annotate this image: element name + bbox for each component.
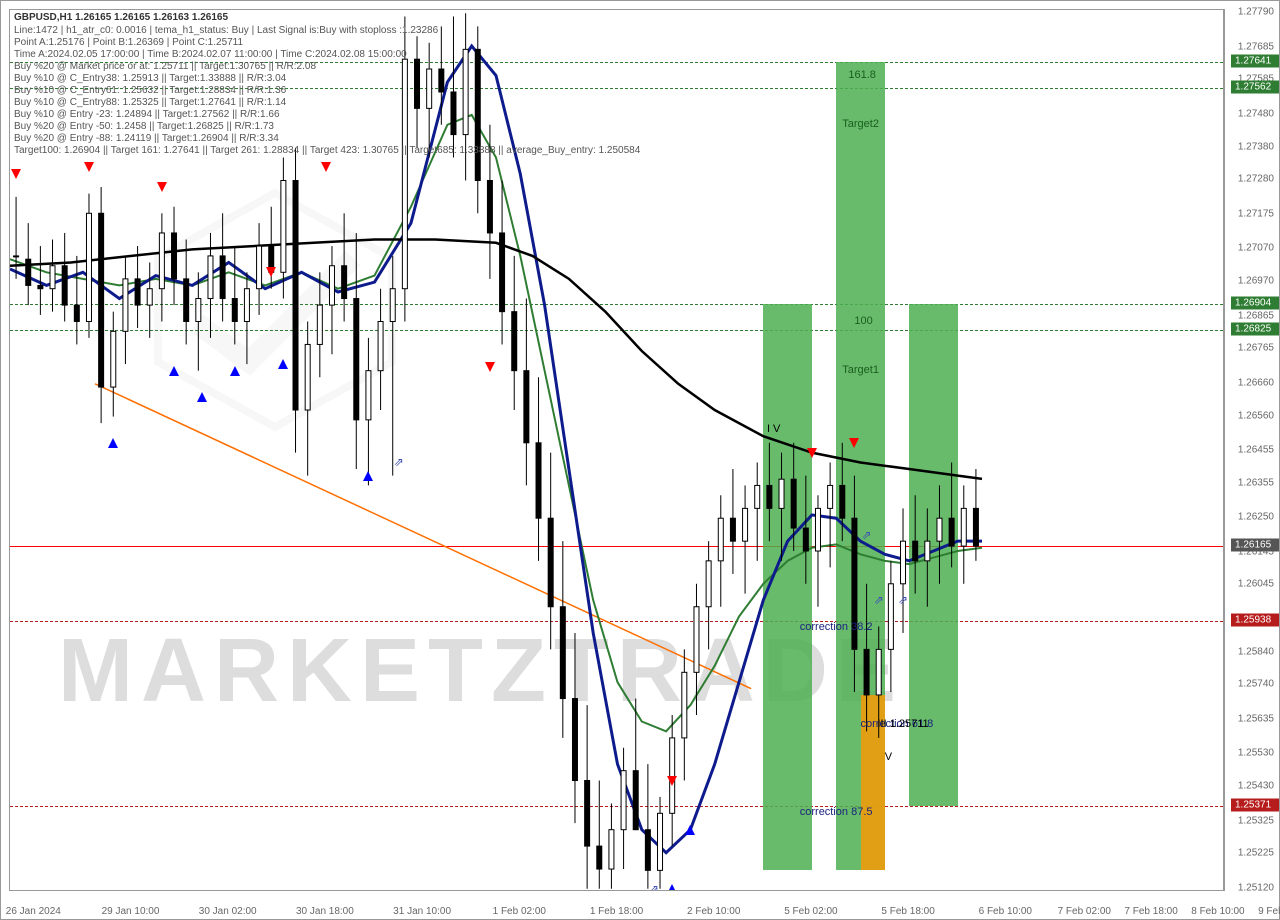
info-line: Line:1472 | h1_atr_c0: 0.0016 | tema_h1_… [14, 25, 438, 36]
price-label: 1.25371 [1231, 799, 1279, 812]
price-tick: 1.27280 [1238, 174, 1274, 185]
arrow-down-icon [485, 362, 495, 372]
price-tick: 1.25120 [1238, 882, 1274, 893]
price-tick: 1.26045 [1238, 579, 1274, 590]
chart-annotation: correction 87.5 [800, 806, 873, 818]
price-label: 1.26165 [1231, 539, 1279, 552]
time-tick: 5 Feb 18:00 [881, 906, 934, 917]
price-tick: 1.26970 [1238, 276, 1274, 287]
arrow-down-icon [266, 267, 276, 277]
info-line: Buy %20 @ Market price or at: 1.25711 ||… [14, 61, 316, 72]
time-tick: 26 Jan 2024 [6, 906, 61, 917]
time-tick: 30 Jan 18:00 [296, 906, 354, 917]
price-tick: 1.26355 [1238, 477, 1274, 488]
info-line: Buy %20 @ Entry -88: 1.24119 || Target:1… [14, 133, 279, 144]
info-line: Target100: 1.26904 || Target 161: 1.2764… [14, 145, 640, 156]
time-tick: 2 Feb 10:00 [687, 906, 740, 917]
price-tick: 1.25225 [1238, 848, 1274, 859]
chart-annotation: 100 [854, 315, 872, 327]
time-tick: 7 Feb 18:00 [1124, 906, 1177, 917]
price-tick: 1.27070 [1238, 243, 1274, 254]
arrow-up-outline-icon: ⇗ [874, 593, 884, 607]
arrow-down-icon [849, 438, 859, 448]
price-label: 1.26904 [1231, 296, 1279, 309]
chart-annotation: 161.8 [848, 69, 876, 81]
time-tick: 5 Feb 02:00 [784, 906, 837, 917]
chart-annotation: I V [767, 423, 780, 435]
chart-annotation: correction 38.2 [800, 621, 873, 633]
info-line: Buy %10 @ Entry -23: 1.24894 || Target:1… [14, 109, 280, 120]
price-tick: 1.26455 [1238, 445, 1274, 456]
chart-annotation: Target1 [842, 364, 879, 376]
info-line: Buy %10 @ C_Entry61: 1.25632 || Target:1… [14, 85, 286, 96]
time-tick: 8 Feb 10:00 [1191, 906, 1244, 917]
info-line: Buy %10 @ C_Entry88: 1.25325 || Target:1… [14, 97, 286, 108]
arrow-down-icon [667, 776, 677, 786]
info-line: Buy %20 @ Entry -50: 1.2458 || Target:1.… [14, 121, 274, 132]
chart-container: MARKETZTRADE ⇗⇗⇗⇗⇗⇗161.8Target2100Target… [0, 0, 1280, 920]
time-axis: 26 Jan 2024 29 Jan 10:00 30 Jan 02:00 30 Ja… [9, 901, 1224, 919]
symbol-header: GBPUSD,H1 1.26165 1.26165 1.26163 1.2616… [14, 12, 228, 23]
time-tick: 9 Feb 02:00 [1258, 906, 1280, 917]
arrow-down-icon [807, 448, 817, 458]
price-tick: 1.25740 [1238, 679, 1274, 690]
arrow-up-icon [169, 366, 179, 376]
arrow-up-icon [363, 471, 373, 481]
arrow-up-outline-icon: ⇗ [862, 528, 872, 542]
price-tick: 1.27685 [1238, 41, 1274, 52]
arrow-down-icon [84, 162, 94, 172]
arrow-up-outline-icon: ⇗ [898, 593, 908, 607]
price-tick: 1.26250 [1238, 512, 1274, 523]
time-tick: 30 Jan 02:00 [199, 906, 257, 917]
time-tick: 6 Feb 10:00 [979, 906, 1032, 917]
price-tick: 1.27480 [1238, 108, 1274, 119]
arrow-down-icon [157, 182, 167, 192]
info-line: Buy %10 @ C_Entry38: 1.25913 || Target:1… [14, 73, 286, 84]
price-label: 1.27641 [1231, 55, 1279, 68]
price-tick: 1.27790 [1238, 7, 1274, 18]
arrow-up-outline-icon: ⇗ [394, 455, 404, 469]
arrow-down-icon [321, 162, 331, 172]
time-tick: 7 Feb 02:00 [1058, 906, 1111, 917]
arrow-up-icon [197, 392, 207, 402]
arrow-up-icon [108, 438, 118, 448]
price-label: 1.25938 [1231, 613, 1279, 626]
chart-annotation: V [885, 751, 892, 763]
price-axis: 1.277901.276851.275851.274801.273801.272… [1224, 9, 1279, 891]
price-tick: 1.27380 [1238, 141, 1274, 152]
time-tick: 1 Feb 02:00 [493, 906, 546, 917]
arrow-up-icon [278, 359, 288, 369]
time-tick: 31 Jan 10:00 [393, 906, 451, 917]
price-label: 1.26825 [1231, 322, 1279, 335]
price-label: 1.27562 [1231, 81, 1279, 94]
chart-plot-area[interactable]: MARKETZTRADE ⇗⇗⇗⇗⇗⇗161.8Target2100Target… [9, 9, 1224, 891]
price-tick: 1.26865 [1238, 310, 1274, 321]
price-tick: 1.26765 [1238, 343, 1274, 354]
arrow-down-icon [11, 169, 21, 179]
price-tick: 1.27175 [1238, 208, 1274, 219]
time-tick: 1 Feb 18:00 [590, 906, 643, 917]
chart-annotation: III 1.25711 [878, 718, 929, 730]
arrow-up-outline-icon: ⇗ [649, 882, 659, 891]
price-tick: 1.25325 [1238, 815, 1274, 826]
info-line: Time A:2024.02.05 17:00:00 | Time B:2024… [14, 49, 407, 60]
arrow-up-icon [230, 366, 240, 376]
price-tick: 1.25840 [1238, 646, 1274, 657]
arrow-up-icon [667, 884, 677, 891]
info-line: Point A:1.25176 | Point B:1.26369 | Poin… [14, 37, 243, 48]
price-tick: 1.25430 [1238, 781, 1274, 792]
chart-annotation: Target2 [842, 118, 879, 130]
price-tick: 1.26560 [1238, 410, 1274, 421]
arrow-up-icon [685, 825, 695, 835]
time-tick: 29 Jan 10:00 [102, 906, 160, 917]
price-tick: 1.25530 [1238, 748, 1274, 759]
price-tick: 1.25635 [1238, 713, 1274, 724]
price-tick: 1.26660 [1238, 377, 1274, 388]
